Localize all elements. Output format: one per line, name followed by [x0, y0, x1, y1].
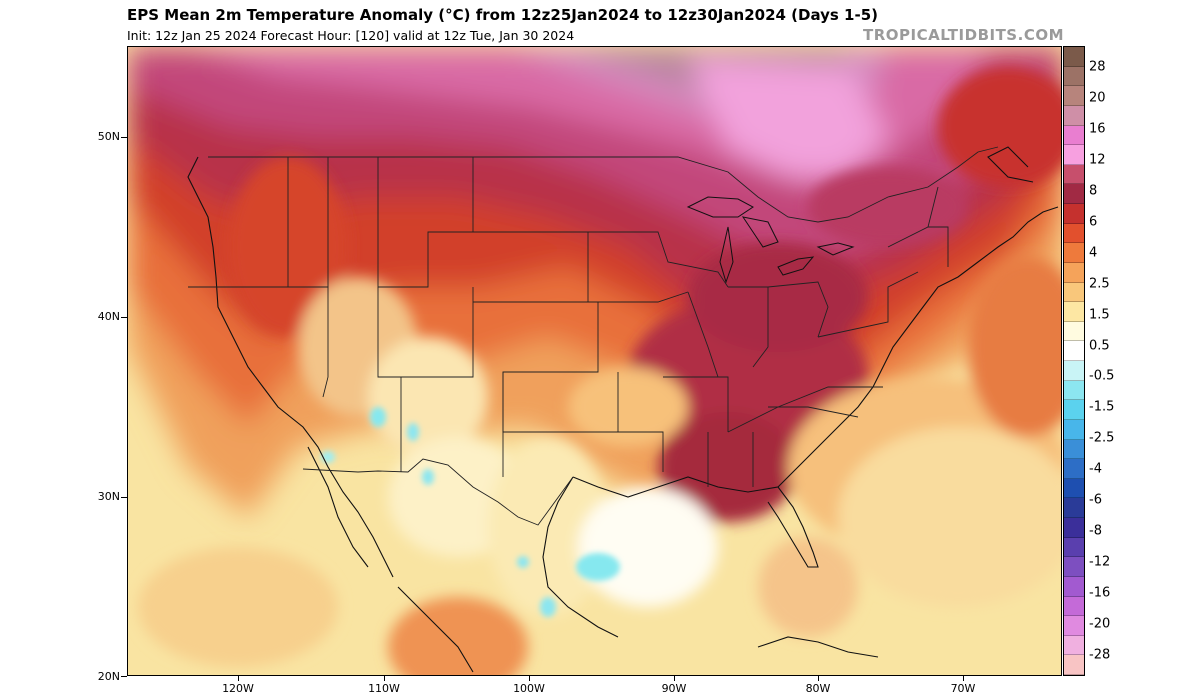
- colorbar-tick-label: 16: [1089, 121, 1106, 137]
- great-lakes: [686, 196, 855, 284]
- lat-tick-20n: [121, 676, 127, 677]
- colorbar-swatch: [1064, 125, 1084, 146]
- colorbar-swatch: [1064, 184, 1084, 204]
- colorbar-swatch: [1064, 262, 1084, 283]
- lon-label-70w: 70W: [950, 682, 976, 695]
- colorbar: [1063, 46, 1085, 676]
- lon-label-120w: 120W: [222, 682, 254, 695]
- colorbar-swatch: [1064, 478, 1084, 499]
- colorbar-swatch: [1064, 66, 1084, 87]
- lat-label-50n: 50N: [97, 130, 120, 143]
- lon-tick-120w: [238, 676, 239, 681]
- colorbar-swatch: [1064, 537, 1084, 558]
- colorbar-swatch: [1064, 439, 1084, 460]
- lon-tick-110w: [384, 676, 385, 681]
- colorbar-tick-label: -0.5: [1089, 368, 1115, 384]
- colorbar-swatch: [1064, 243, 1084, 263]
- colorbar-swatch: [1064, 47, 1084, 67]
- colorbar-swatch: [1064, 282, 1084, 303]
- colorbar-tick-label: 2.5: [1089, 276, 1110, 292]
- colorbar-swatch: [1064, 223, 1084, 244]
- political-borders: [188, 146, 999, 526]
- colorbar-tick-label: -28: [1089, 647, 1111, 663]
- colorbar-tick-label: 6: [1089, 214, 1098, 230]
- colorbar-swatch: [1064, 459, 1084, 479]
- temperature-anomaly-map: [127, 46, 1062, 676]
- colorbar-swatch: [1064, 419, 1084, 440]
- colorbar-swatch: [1064, 635, 1084, 656]
- colorbar-swatch: [1064, 400, 1084, 420]
- map-subtitle: Init: 12z Jan 25 2024 Forecast Hour: [12…: [127, 28, 575, 43]
- colorbar-swatch: [1064, 518, 1084, 538]
- colorbar-tick-label: 12: [1089, 152, 1106, 168]
- lat-label-40n: 40N: [97, 310, 120, 323]
- colorbar-swatch: [1064, 86, 1084, 106]
- lat-tick-40n: [121, 317, 127, 318]
- colorbar-tick-label: -8: [1089, 523, 1102, 539]
- lat-tick-50n: [121, 137, 127, 138]
- lon-tick-80w: [818, 676, 819, 681]
- colorbar-tick-label: -2.5: [1089, 430, 1115, 446]
- coastlines: [187, 146, 1059, 673]
- colorbar-swatch: [1064, 302, 1084, 322]
- lon-tick-90w: [674, 676, 675, 681]
- colorbar-swatch: [1064, 655, 1084, 675]
- colorbar-swatch: [1064, 380, 1084, 401]
- lat-label-20n: 20N: [97, 670, 120, 683]
- colorbar-tick-label: -16: [1089, 585, 1111, 601]
- colorbar-swatch: [1064, 321, 1084, 342]
- colorbar-swatch: [1064, 145, 1084, 165]
- watermark: TROPICALTIDBITS.COM: [863, 26, 1064, 44]
- map-canvas: [128, 47, 1061, 675]
- colorbar-swatch: [1064, 105, 1084, 126]
- colorbar-swatch: [1064, 616, 1084, 636]
- colorbar-swatch: [1064, 341, 1084, 361]
- lat-label-30n: 30N: [97, 490, 120, 503]
- colorbar-tick-label: -6: [1089, 492, 1102, 508]
- colorbar-tick-label: 28: [1089, 59, 1106, 75]
- colorbar-tick-label: -4: [1089, 461, 1102, 477]
- colorbar-swatch: [1064, 164, 1084, 185]
- colorbar-tick-label: -1.5: [1089, 399, 1115, 415]
- lon-label-100w: 100W: [513, 682, 545, 695]
- lon-label-80w: 80W: [805, 682, 831, 695]
- colorbar-swatch: [1064, 498, 1084, 518]
- colorbar-swatch: [1064, 576, 1084, 597]
- lat-tick-30n: [121, 497, 127, 498]
- lon-tick-100w: [529, 676, 530, 681]
- cold-anomaly-patches: [321, 407, 620, 617]
- colorbar-tick-label: 1.5: [1089, 307, 1110, 323]
- lon-label-110w: 110W: [368, 682, 400, 695]
- lon-tick-70w: [963, 676, 964, 681]
- colorbar-swatch: [1064, 361, 1084, 381]
- map-title: EPS Mean 2m Temperature Anomaly (°C) fro…: [127, 6, 879, 24]
- colorbar-swatch: [1064, 557, 1084, 577]
- lon-label-90w: 90W: [661, 682, 687, 695]
- colorbar-tick-label: -12: [1089, 554, 1111, 570]
- colorbar-tick-label: 0.5: [1089, 338, 1110, 353]
- colorbar-tick-label: 4: [1089, 245, 1098, 261]
- colorbar-tick-label: 8: [1089, 183, 1098, 199]
- colorbar-swatch: [1064, 596, 1084, 617]
- colorbar-tick-label: -20: [1089, 616, 1111, 632]
- colorbar-swatch: [1064, 204, 1084, 224]
- colorbar-tick-label: 20: [1089, 90, 1106, 106]
